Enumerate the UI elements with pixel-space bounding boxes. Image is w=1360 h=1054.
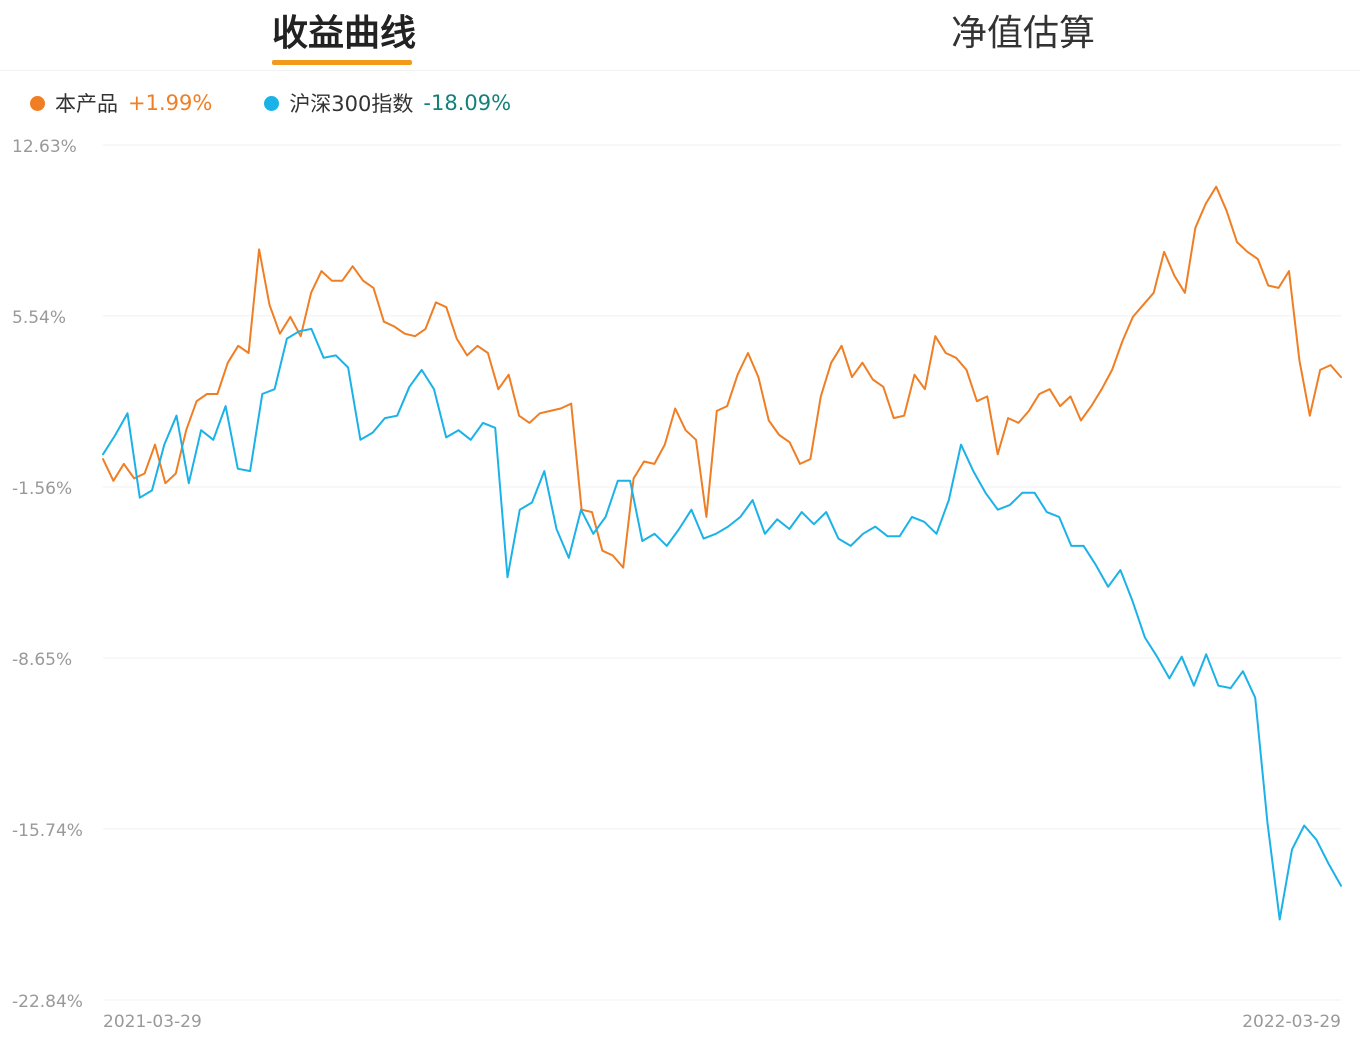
y-tick-label: 12.63% bbox=[12, 137, 77, 157]
tab-bar: 收益曲线 净值估算 bbox=[0, 0, 1360, 71]
y-tick-label: -22.84% bbox=[12, 992, 83, 1012]
series-line-product bbox=[102, 185, 1342, 569]
chart-legend: 本产品 +1.99% 沪深300指数 -18.09% bbox=[30, 88, 563, 118]
product-dot-icon bbox=[30, 95, 45, 111]
legend-item-index[interactable]: 沪深300指数 -18.09% bbox=[264, 88, 511, 118]
y-tick-label: -15.74% bbox=[12, 821, 83, 841]
legend-index-value: -18.09% bbox=[423, 91, 512, 115]
y-tick-label: -8.65% bbox=[12, 650, 72, 670]
legend-index-name: 沪深300指数 bbox=[289, 92, 414, 116]
legend-item-product[interactable]: 本产品 +1.99% bbox=[30, 88, 212, 118]
y-tick-label: -1.56% bbox=[12, 479, 72, 499]
legend-product-name: 本产品 bbox=[55, 92, 118, 116]
index-dot-icon bbox=[264, 95, 280, 111]
x-tick-label: 2021-03-29 bbox=[103, 1012, 202, 1032]
active-tab-indicator bbox=[272, 60, 412, 65]
y-tick-label: 5.54% bbox=[12, 308, 66, 328]
tab-nav-estimate[interactable]: 净值估算 bbox=[951, 13, 1096, 54]
legend-product-value: +1.99% bbox=[128, 91, 213, 115]
x-tick-label: 2022-03-29 bbox=[1242, 1012, 1341, 1032]
tab-return-curve[interactable]: 收益曲线 bbox=[272, 13, 417, 54]
series-line-index bbox=[102, 327, 1342, 921]
